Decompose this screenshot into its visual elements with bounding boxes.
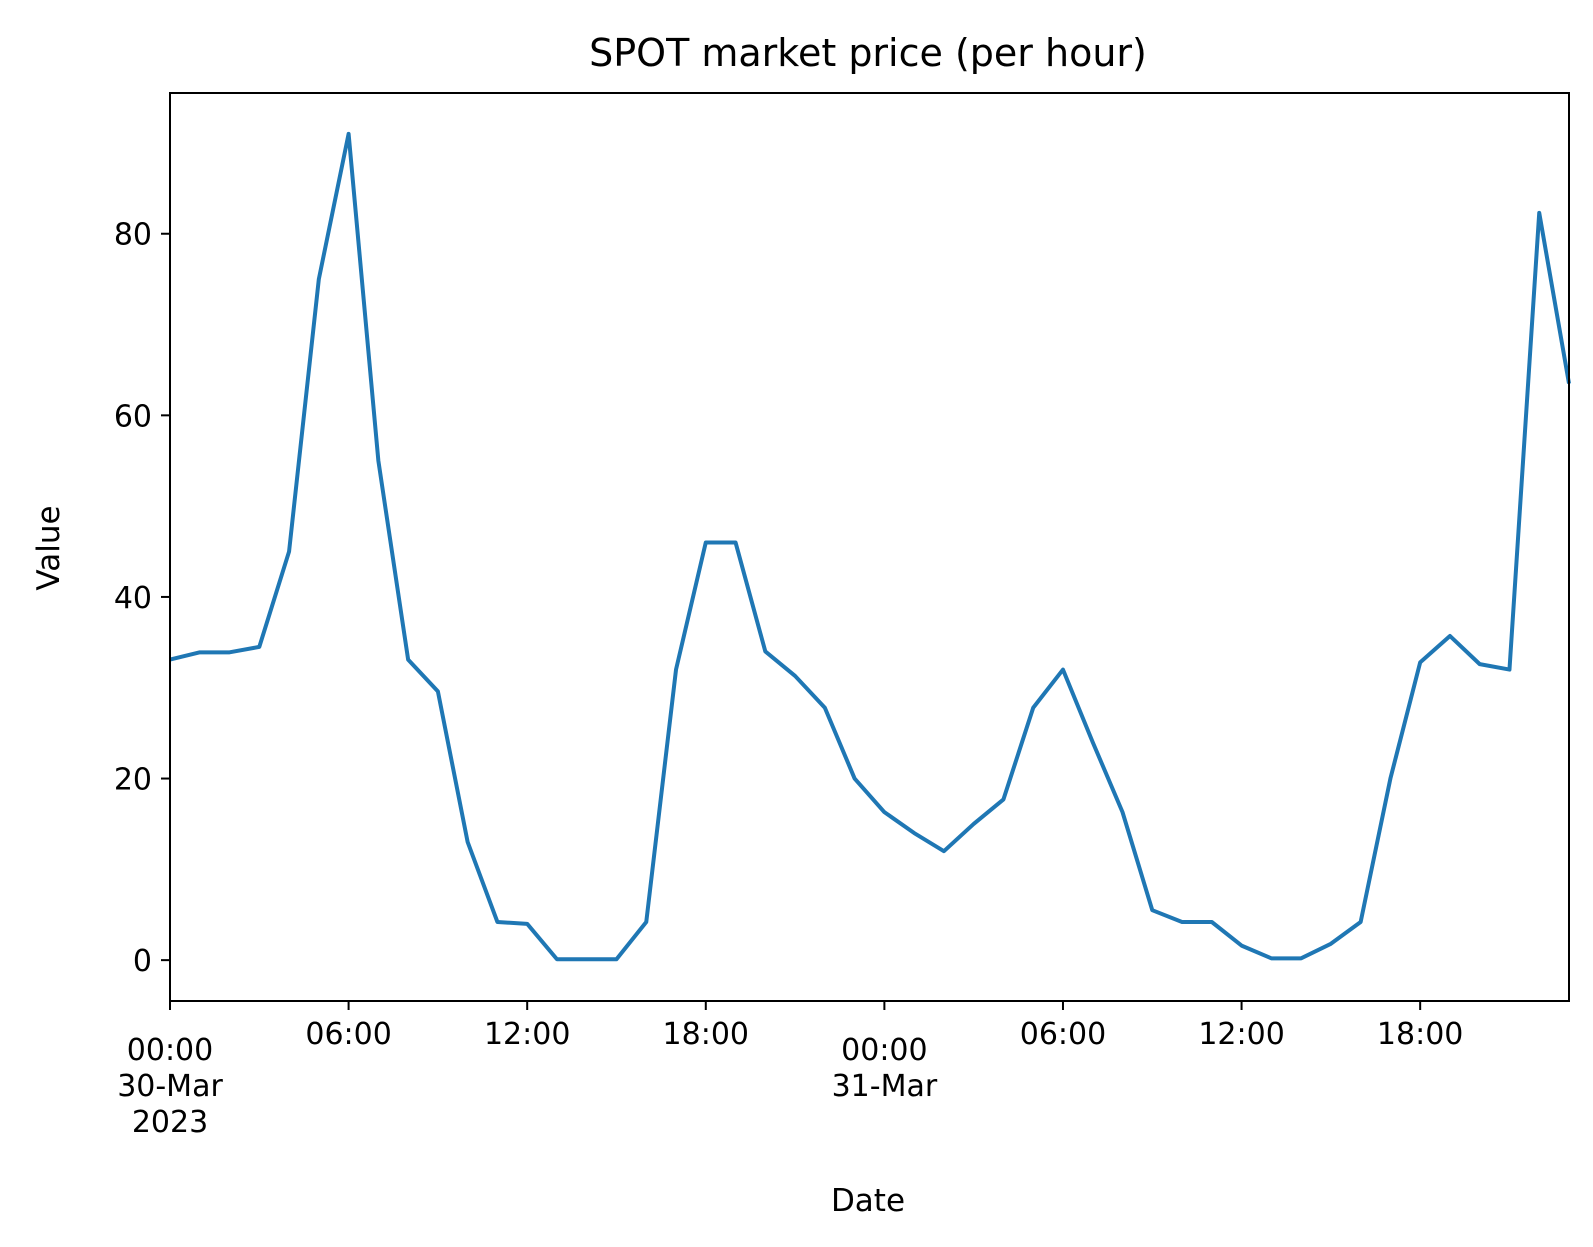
x-tick-label: 06:00 [1020,1017,1106,1052]
y-tick-label: 20 [114,763,152,798]
x-tick-label: 12:00 [1198,1017,1284,1052]
x-tick-label: 18:00 [663,1017,749,1052]
y-tick-label: 80 [114,218,152,253]
plot-area [169,92,1571,1002]
x-tick-label: 18:00 [1377,1017,1463,1052]
y-tick-label: 0 [133,944,152,979]
x-tick-label: 31-Mar [832,1069,938,1104]
x-tick-label: 30-Mar [117,1069,223,1104]
x-tick-label: 12:00 [484,1017,570,1052]
y-axis: 0 20 40 60 80 [114,218,170,979]
x-tick-label: 2023 [132,1105,208,1140]
x-tick-label: 00:00 [127,1033,213,1068]
y-tick-label: 60 [114,399,152,434]
x-axis-label: Date [831,1183,905,1219]
series-line-0 [169,131,1571,962]
y-axis-label: Value [31,505,67,590]
chart-title: SPOT market price (per hour) [589,31,1147,75]
x-tick-label: 06:00 [305,1017,391,1052]
x-tick-label: 00:00 [841,1033,927,1068]
y-tick-label: 40 [114,581,152,616]
axes-frame [169,92,1570,1002]
